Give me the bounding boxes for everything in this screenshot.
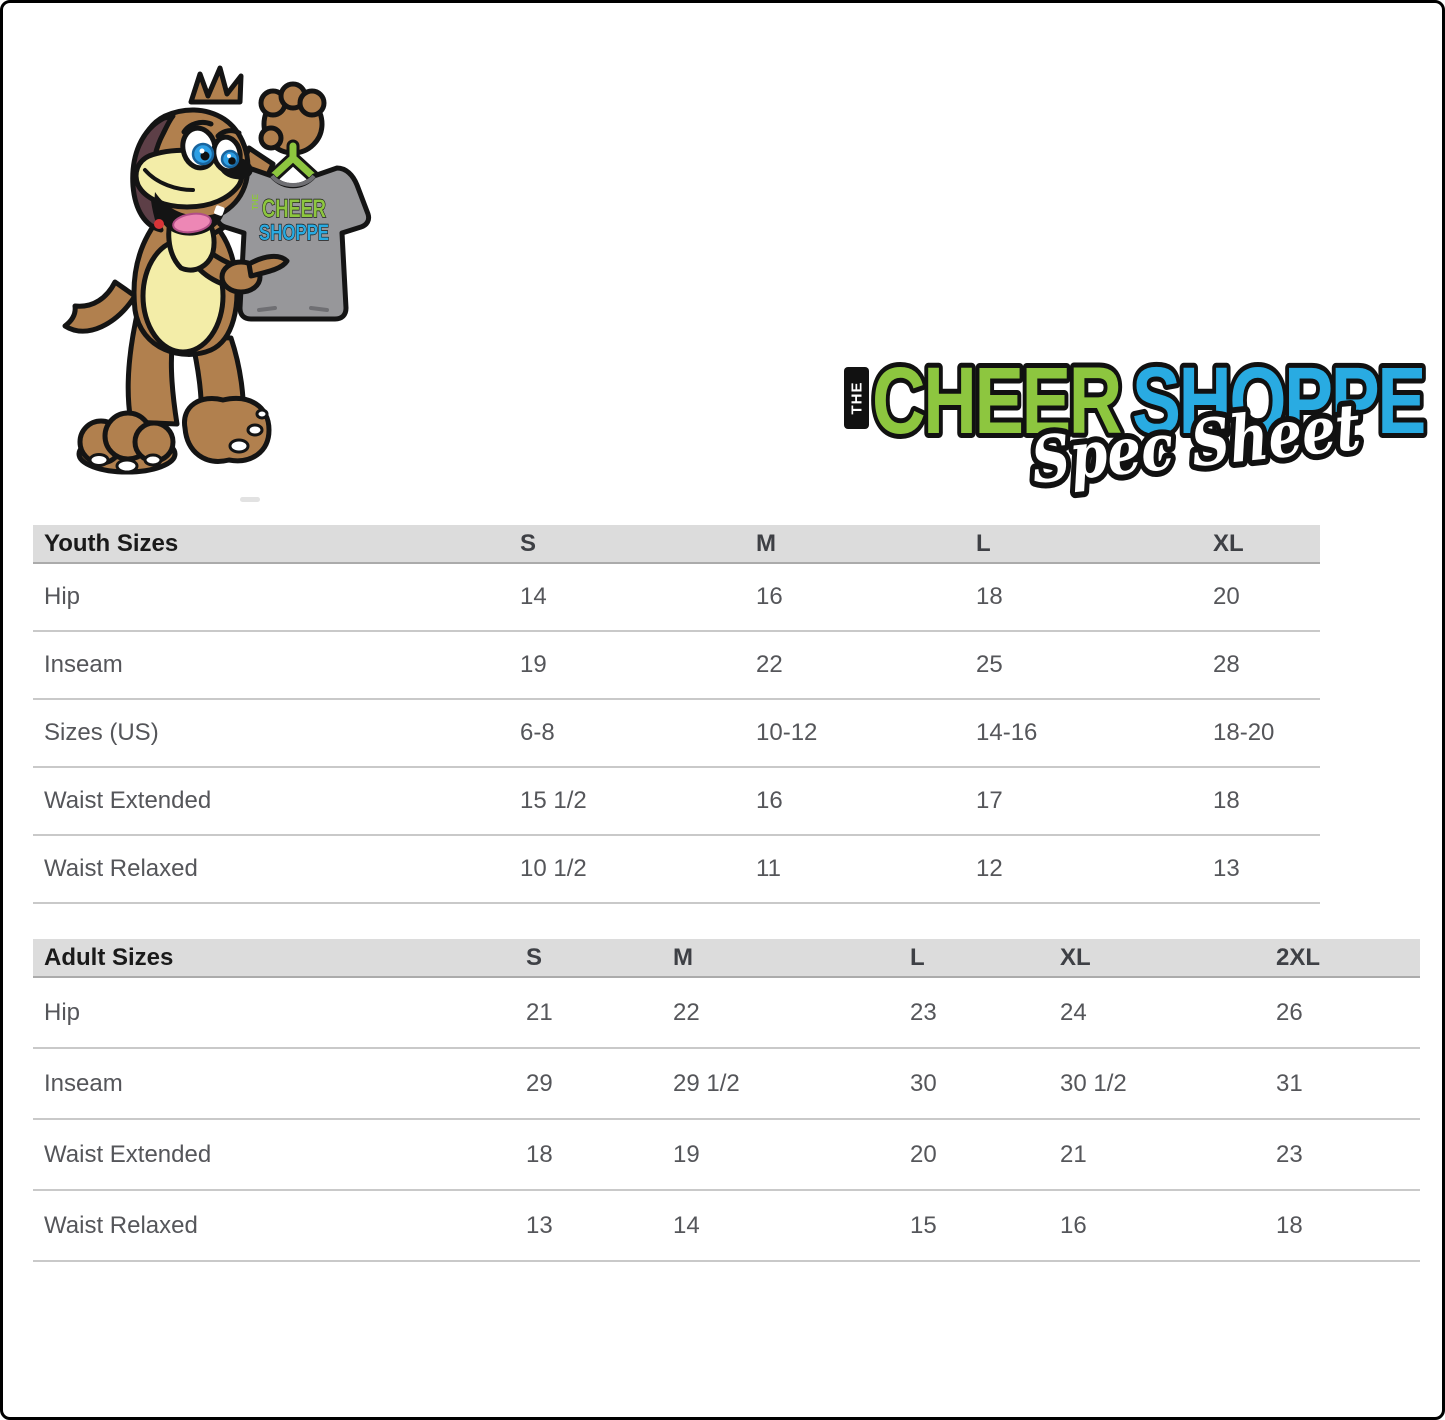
image-artifact-dash bbox=[240, 497, 260, 502]
cell-value: 31 bbox=[1276, 1069, 1303, 1097]
cell-value: 21 bbox=[526, 998, 553, 1026]
cell-value: 26 bbox=[1276, 998, 1303, 1026]
mascot-shirt-line2: SHOPPE bbox=[259, 220, 329, 245]
cell-value: 14-16 bbox=[976, 719, 1038, 746]
column-header-xl: XL bbox=[1060, 943, 1091, 971]
mascot-shirt-line1: CHEER bbox=[262, 195, 326, 223]
column-header-s: S bbox=[520, 529, 537, 557]
cell-value: 29 bbox=[526, 1069, 553, 1097]
table-row: Hip 21 22 23 24 26 bbox=[33, 978, 1420, 1049]
row-label: Waist Relaxed bbox=[44, 855, 198, 882]
cell-value: 6-8 bbox=[520, 719, 555, 746]
cell-value: 14 bbox=[673, 1211, 700, 1239]
cell-value: 22 bbox=[673, 998, 700, 1026]
cell-value: 10-12 bbox=[756, 719, 818, 746]
cell-value: 18 bbox=[1213, 787, 1240, 814]
cell-value: 18-20 bbox=[1213, 719, 1275, 746]
column-header-l: L bbox=[910, 943, 925, 971]
cell-value: 16 bbox=[756, 787, 783, 814]
column-header-l: L bbox=[976, 529, 991, 557]
row-label: Hip bbox=[44, 583, 81, 610]
cell-value: 23 bbox=[910, 998, 937, 1026]
row-label: Waist Extended bbox=[44, 787, 212, 814]
logo-word-shoppe: SHOPPE bbox=[1132, 348, 1424, 454]
mascot-dog-graphic: THE CHEER SHOPPE bbox=[62, 65, 372, 475]
cell-value: 18 bbox=[526, 1140, 553, 1168]
cell-value: 28 bbox=[1213, 651, 1240, 678]
logo-the-badge bbox=[844, 367, 869, 429]
cell-value: 11 bbox=[756, 855, 781, 882]
cell-value: 25 bbox=[976, 651, 1003, 678]
cell-value: 22 bbox=[756, 651, 783, 678]
cell-value: 20 bbox=[1213, 583, 1240, 610]
column-header-s: S bbox=[526, 943, 543, 971]
cell-value: 17 bbox=[976, 787, 1003, 814]
row-label: Waist Extended bbox=[44, 1140, 212, 1168]
table-header-row: Adult Sizes S M L XL 2XL bbox=[33, 939, 1420, 978]
cell-value: 12 bbox=[976, 855, 1003, 882]
cell-value: 21 bbox=[1060, 1140, 1087, 1168]
table-header-row: Youth Sizes S M L XL bbox=[33, 525, 1320, 564]
cell-value: 19 bbox=[520, 651, 547, 678]
column-header-2xl: 2XL bbox=[1276, 943, 1321, 971]
youth-sizes-table: Youth Sizes S M L XL Hip 14 16 18 20 Inseam 19 22 25 2… bbox=[33, 525, 1320, 904]
logo-word-cheer: CHEER bbox=[872, 348, 1121, 454]
adult-sizes-table: Adult Sizes S M L XL 2XL Hip 21 22 23 24 26 Inseam 29… bbox=[33, 939, 1420, 1262]
row-label: Inseam bbox=[44, 651, 123, 678]
column-header-m: M bbox=[756, 529, 776, 557]
dog-tail bbox=[62, 279, 138, 334]
cell-value: 18 bbox=[976, 583, 1003, 610]
row-label: Sizes (US) bbox=[44, 719, 159, 746]
table-title: Adult Sizes bbox=[44, 943, 174, 971]
cell-value: 13 bbox=[526, 1211, 553, 1239]
dog-fist bbox=[258, 81, 327, 156]
table-row: Waist Extended 15 1/2 16 17 18 bbox=[33, 768, 1320, 836]
mascot-shirt-the: THE bbox=[251, 193, 260, 210]
collar-tag bbox=[154, 219, 164, 229]
row-label: Hip bbox=[44, 998, 81, 1026]
cell-value: 18 bbox=[1276, 1211, 1303, 1239]
dog-eyes bbox=[180, 119, 243, 174]
cell-value: 15 bbox=[910, 1211, 937, 1239]
table-row: Inseam 29 29 1/2 30 30 1/2 31 bbox=[33, 1049, 1420, 1120]
row-label: Waist Relaxed bbox=[44, 1211, 198, 1239]
cell-value: 20 bbox=[910, 1140, 937, 1168]
pointing-finger bbox=[246, 254, 290, 279]
cell-value: 13 bbox=[1213, 855, 1240, 882]
table-row: Sizes (US) 6-8 10-12 14-16 18-20 bbox=[33, 700, 1320, 768]
dog-paw-left bbox=[76, 410, 178, 475]
cell-value: 24 bbox=[1060, 998, 1087, 1026]
cell-value: 30 bbox=[910, 1069, 937, 1097]
cell-value: 16 bbox=[756, 583, 783, 610]
table-row: Hip 14 16 18 20 bbox=[33, 564, 1320, 632]
table-row: Inseam 19 22 25 28 bbox=[33, 632, 1320, 700]
column-header-xl: XL bbox=[1213, 529, 1244, 557]
cell-value: 19 bbox=[673, 1140, 700, 1168]
dog-ear bbox=[130, 113, 176, 233]
table-row: Waist Extended 18 19 20 21 23 bbox=[33, 1120, 1420, 1191]
cell-value: 15 1/2 bbox=[520, 787, 587, 814]
dog-hair-tuft bbox=[188, 65, 244, 105]
dog-paw-right bbox=[182, 396, 272, 464]
cell-value: 16 bbox=[1060, 1211, 1087, 1239]
row-label: Inseam bbox=[44, 1069, 123, 1097]
table-row: Waist Relaxed 10 1/2 11 12 13 bbox=[33, 836, 1320, 904]
cell-value: 10 1/2 bbox=[520, 855, 587, 882]
column-header-m: M bbox=[673, 943, 693, 971]
cell-value: 14 bbox=[520, 583, 547, 610]
cell-value: 30 1/2 bbox=[1060, 1069, 1127, 1097]
cell-value: 29 1/2 bbox=[673, 1069, 740, 1097]
hanger-icon bbox=[262, 139, 324, 187]
table-row: Waist Relaxed 13 14 15 16 18 bbox=[33, 1191, 1420, 1262]
logo-the-text: THE bbox=[849, 382, 866, 415]
cell-value: 23 bbox=[1276, 1140, 1303, 1168]
dog-tongue bbox=[172, 212, 212, 234]
table-title: Youth Sizes bbox=[44, 529, 179, 557]
cheer-shoppe-logo: THE CHEER SHOPPE Spec Sheet bbox=[844, 343, 1432, 505]
